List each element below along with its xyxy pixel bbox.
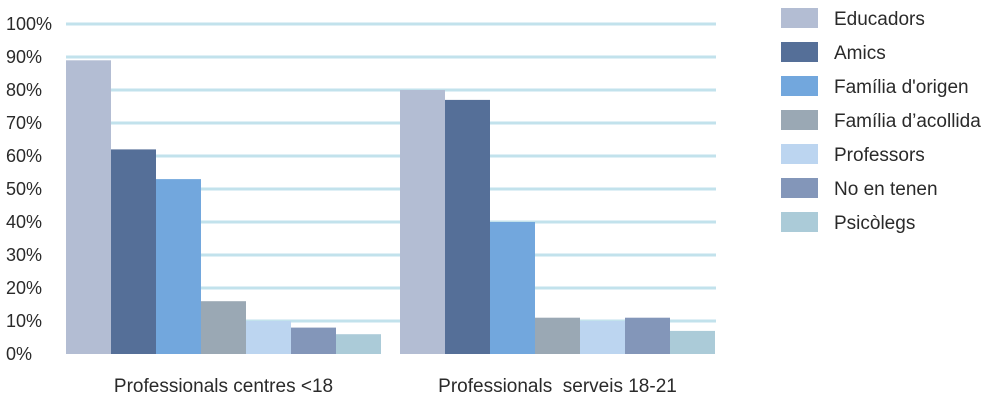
bar-psic-legs-1 <box>336 334 381 354</box>
bar-amics-1 <box>111 149 156 354</box>
y-tick-label: 70% <box>6 113 42 133</box>
legend-swatch <box>781 76 818 96</box>
bar-professors-2 <box>580 321 625 354</box>
bar-educadors-1 <box>66 60 111 355</box>
y-axis-tick-labels: 0% 10% 20% 30% 40% 50% 60% 70% 80% 90% 100% <box>6 14 52 364</box>
y-tick-label: 30% <box>6 245 42 265</box>
bar-no-en-tenen-2 <box>625 317 670 354</box>
bar-fam-lia-d-acollida-2 <box>535 317 580 354</box>
bar-fam-lia-d-acollida-1 <box>201 301 246 354</box>
legend-swatch <box>781 42 818 62</box>
legend-label: Educadors <box>834 9 925 30</box>
bar-psic-legs-2 <box>670 330 715 354</box>
y-tick-label: 40% <box>6 212 42 232</box>
legend-label: Professors <box>834 145 925 166</box>
bar-amics-2 <box>445 99 490 355</box>
y-tick-label: 0% <box>6 344 32 364</box>
legend-swatch <box>781 110 818 130</box>
y-tick-label: 80% <box>6 80 42 100</box>
legend-label: Psicòlegs <box>834 213 915 234</box>
y-tick-label: 90% <box>6 47 42 67</box>
y-tick-label: 10% <box>6 311 42 331</box>
bar-no-en-tenen-1 <box>291 327 336 354</box>
legend-swatch <box>781 144 818 164</box>
bars <box>66 60 715 355</box>
y-tick-label: 20% <box>6 278 42 298</box>
bar-fam-lia-d-origen-2 <box>490 222 535 354</box>
bar-professors-1 <box>246 321 291 354</box>
category-label: Professionals serveis 18-21 <box>438 376 677 397</box>
bar-fam-lia-d-origen-1 <box>156 179 201 354</box>
legend-label: Família d'origen <box>834 77 969 98</box>
legend-swatch <box>781 212 818 232</box>
legend-label: Amics <box>834 43 886 64</box>
y-tick-label: 60% <box>6 146 42 166</box>
legend-swatch <box>781 8 818 28</box>
y-tick-label: 50% <box>6 179 42 199</box>
legend: Educadors Amics Família d'origen Família d’… <box>781 8 981 234</box>
bar-educadors-2 <box>400 90 445 354</box>
y-tick-label: 100% <box>6 14 52 34</box>
category-labels: Professionals centres <18 Professionals s… <box>114 376 677 397</box>
legend-swatch <box>781 178 818 198</box>
category-label: Professionals centres <18 <box>114 376 333 397</box>
legend-label: Família d’acollida <box>834 111 981 132</box>
legend-label: No en tenen <box>834 179 938 200</box>
